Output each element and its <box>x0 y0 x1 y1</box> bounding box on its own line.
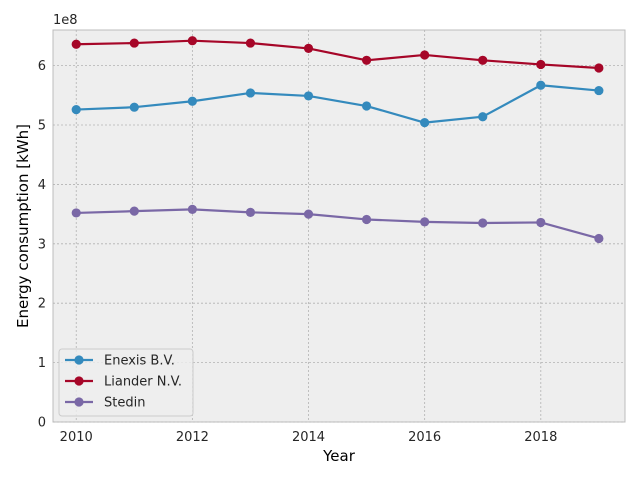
data-point <box>420 217 430 227</box>
data-point <box>420 50 430 60</box>
series-enexis-b-v <box>71 80 604 128</box>
data-point <box>478 112 488 122</box>
x-tick-label: 2014 <box>292 430 325 445</box>
y-tick-label: 3 <box>38 237 46 252</box>
y-tick-label: 6 <box>38 59 46 74</box>
series-line <box>76 84 599 124</box>
series-liander-n-v <box>71 36 604 73</box>
data-point <box>303 91 314 101</box>
x-axis-label: Year <box>322 447 356 465</box>
x-axis-ticks: 2010 2012 2014 2016 2018 <box>60 430 558 445</box>
data-point <box>71 39 81 49</box>
data-point <box>187 204 197 214</box>
legend-label: Liander N.V. <box>104 375 182 390</box>
legend-item: Liander N.V. <box>65 375 182 390</box>
data-point <box>594 85 604 96</box>
legend: Enexis B.V. Liander N.V. Stedin <box>58 348 194 417</box>
data-point <box>536 217 546 228</box>
series-layer <box>71 36 604 244</box>
series-line <box>76 39 599 70</box>
data-point <box>594 63 604 73</box>
data-point <box>129 102 139 112</box>
data-point <box>536 59 546 70</box>
data-point <box>245 207 256 217</box>
legend-marker <box>74 376 84 386</box>
y-axis-label: Energy consumption [kWh] <box>14 124 32 328</box>
y-tick-label: 1 <box>38 356 46 371</box>
y-axis-ticks: 0 1 2 3 4 5 6 <box>38 59 46 430</box>
legend-marker <box>74 397 84 407</box>
legend-label: Stedin <box>104 396 145 411</box>
data-point <box>361 55 372 65</box>
legend-item: Stedin <box>65 396 145 411</box>
data-point <box>361 101 372 111</box>
legend-frame <box>58 348 194 417</box>
legend-label: Enexis B.V. <box>104 354 175 369</box>
y-tick-label: 5 <box>38 119 46 134</box>
legend-item: Enexis B.V. <box>65 354 175 369</box>
data-point <box>478 218 488 228</box>
data-point <box>187 96 197 106</box>
y-tick-label: 4 <box>38 178 46 193</box>
data-point <box>71 104 81 115</box>
y-axis-offset-text: 1e8 <box>53 13 78 28</box>
data-point <box>478 55 488 65</box>
grid-lines <box>53 30 625 423</box>
x-tick-label: 2010 <box>60 430 93 445</box>
data-point <box>129 206 139 216</box>
legend-marker <box>74 355 84 365</box>
data-point <box>71 208 81 218</box>
x-tick-label: 2012 <box>176 430 209 445</box>
data-point <box>536 80 546 90</box>
data-point <box>187 36 197 46</box>
x-tick-label: 2016 <box>408 430 441 445</box>
data-point <box>245 88 256 98</box>
y-tick-label: 0 <box>38 416 46 431</box>
data-point <box>303 43 314 54</box>
data-point <box>245 38 256 48</box>
data-point <box>129 38 139 48</box>
series-stedin <box>71 204 604 244</box>
data-point <box>361 214 372 225</box>
series-line <box>76 208 600 240</box>
data-point <box>303 209 314 219</box>
data-point <box>420 118 430 128</box>
data-point <box>594 233 604 244</box>
y-tick-label: 2 <box>38 297 46 312</box>
x-tick-label: 2018 <box>524 430 557 445</box>
